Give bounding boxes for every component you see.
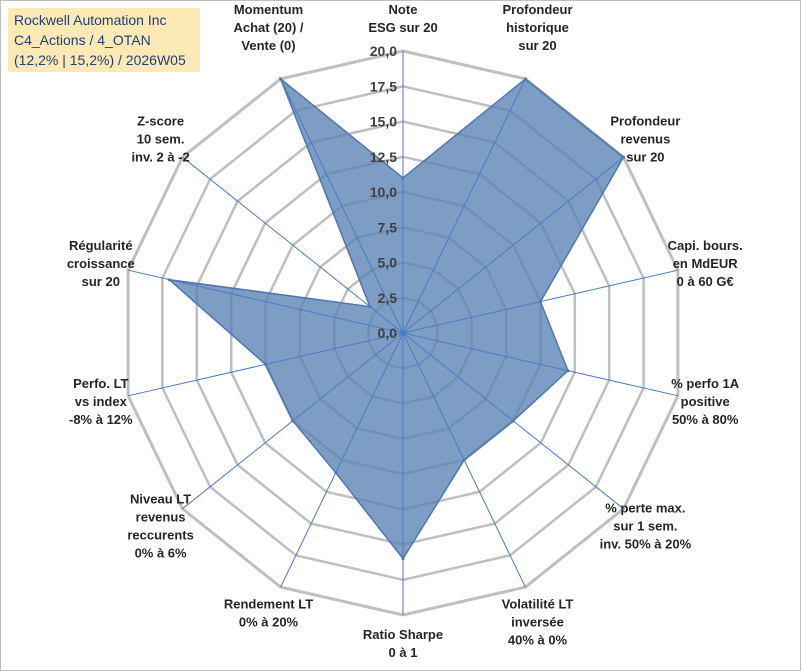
axis-label-line: sur 1 sem. (613, 518, 677, 533)
axis-label-line: revenus (136, 509, 186, 524)
axis-label-line: Niveau LT (130, 491, 191, 506)
axis-label-line: % perte max. (605, 500, 685, 515)
axis-label: % perfo 1A positive 50% à 80% (671, 376, 740, 427)
axis-label-line: ESG sur 20 (368, 20, 437, 35)
axis-label: Perfo. LT vs index -8% à 12% (69, 376, 133, 427)
axis-label: Capi. bours. en MdEUR 0 à 60 G€ (668, 238, 743, 289)
axis-label-line: 0% à 20% (239, 614, 299, 629)
axis-spoke (402, 332, 526, 588)
tick-label: 20,0 (370, 43, 397, 59)
axis-label-line: Volatilité LT (502, 596, 574, 611)
axis-label-line: croissance (67, 256, 135, 271)
axis-label-line: Profondeur (610, 114, 680, 129)
axis-label-line: inv. 50% à 20% (600, 536, 692, 551)
axis-label-line: Momentum (234, 2, 303, 17)
axis-label-line: inv. 2 à -2 (131, 150, 189, 165)
axis-spoke (402, 78, 526, 334)
axis-label-line: Z-score (137, 114, 184, 129)
axis-label: Volatilité LT inversée 40% à 0% (502, 596, 574, 647)
axis-label-line: 10 sem. (137, 132, 185, 147)
title-line-category: C4_Actions / 4_OTAN (14, 32, 151, 48)
axis-label-line: -8% à 12% (69, 412, 133, 427)
radar-spokes (127, 51, 679, 615)
axis-spoke (402, 332, 679, 397)
axis-label-line: positive (681, 394, 730, 409)
axis-label: Profondeur revenus sur 20 (610, 114, 680, 165)
axis-label-line: sur 20 (518, 38, 556, 53)
tick-label: 15,0 (370, 114, 397, 130)
axis-label-line: Perfo. LT (73, 376, 128, 391)
chart-title-box: Rockwell Automation Inc C4_Actions / 4_O… (8, 8, 200, 72)
radar-tick-labels: 0,0 2,5 5,0 7,5 10,0 12,5 15,0 17,5 20,0 (370, 43, 397, 341)
axis-spoke (182, 156, 404, 334)
axis-label-line: Rendement LT (224, 596, 313, 611)
title-line-company: Rockwell Automation Inc (14, 12, 167, 28)
axis-label: Note ESG sur 20 (368, 2, 437, 35)
axis-label: Rendement LT 0% à 20% (224, 596, 313, 629)
axis-label-line: % perfo 1A (671, 376, 740, 391)
axis-spoke (280, 78, 404, 334)
axis-label-line: en MdEUR (673, 256, 739, 271)
axis-label: Régularité croissance sur 20 (67, 238, 135, 289)
axis-label-line: 0% à 6% (135, 545, 187, 560)
axis-spoke (402, 156, 624, 334)
axis-label-line: sur 20 (82, 274, 120, 289)
tick-label: 17,5 (370, 78, 397, 94)
axis-label-line: 0 à 60 G€ (677, 274, 734, 289)
tick-label: 7,5 (378, 219, 398, 235)
title-line-stats: (12,2% | 15,2%) / 2026W05 (14, 52, 186, 68)
axis-label-line: Profondeur (502, 2, 572, 17)
tick-label: 5,0 (378, 255, 398, 271)
axis-label-line: revenus (620, 132, 670, 147)
axis-label: Z-score 10 sem. inv. 2 à -2 (131, 114, 189, 165)
axis-label-line: sur 20 (626, 150, 664, 165)
axis-spoke (402, 269, 679, 334)
axis-label-line: 0 à 1 (389, 645, 418, 660)
axis-label: Niveau LT revenus reccurents 0% à 6% (127, 491, 193, 560)
axis-label-line: 50% à 80% (672, 412, 739, 427)
axis-label-line: 40% à 0% (508, 632, 568, 647)
axis-label-line: historique (506, 20, 569, 35)
tick-label: 0,0 (378, 325, 398, 341)
axis-label-line: reccurents (127, 527, 193, 542)
axis-spoke (127, 269, 404, 334)
axis-label: Profondeur historique sur 20 (502, 2, 572, 53)
axis-spoke (402, 332, 624, 510)
axis-label-line: vs index (75, 394, 128, 409)
axis-label-line: Note (389, 2, 418, 17)
axis-label-line: Achat (20) / (233, 20, 303, 35)
tick-label: 2,5 (378, 290, 398, 306)
axis-spoke (182, 332, 404, 510)
axis-label: Momentum Achat (20) / Vente (0) (233, 2, 303, 53)
axis-label: % perte max. sur 1 sem. inv. 50% à 20% (600, 500, 692, 551)
axis-spoke (127, 332, 404, 397)
radar-axis-labels: Note ESG sur 20 Profondeur historique sur 20… (67, 2, 743, 660)
axis-label-line: Régularité (69, 238, 133, 253)
axis-label-line: Ratio Sharpe (363, 627, 443, 642)
axis-label-line: Vente (0) (241, 38, 295, 53)
axis-label-line: inversée (511, 614, 564, 629)
axis-label: Ratio Sharpe 0 à 1 (363, 627, 443, 660)
axis-label-line: Capi. bours. (668, 238, 743, 253)
axis-spoke (280, 332, 404, 588)
tick-label: 12,5 (370, 149, 397, 165)
tick-label: 10,0 (370, 184, 397, 200)
